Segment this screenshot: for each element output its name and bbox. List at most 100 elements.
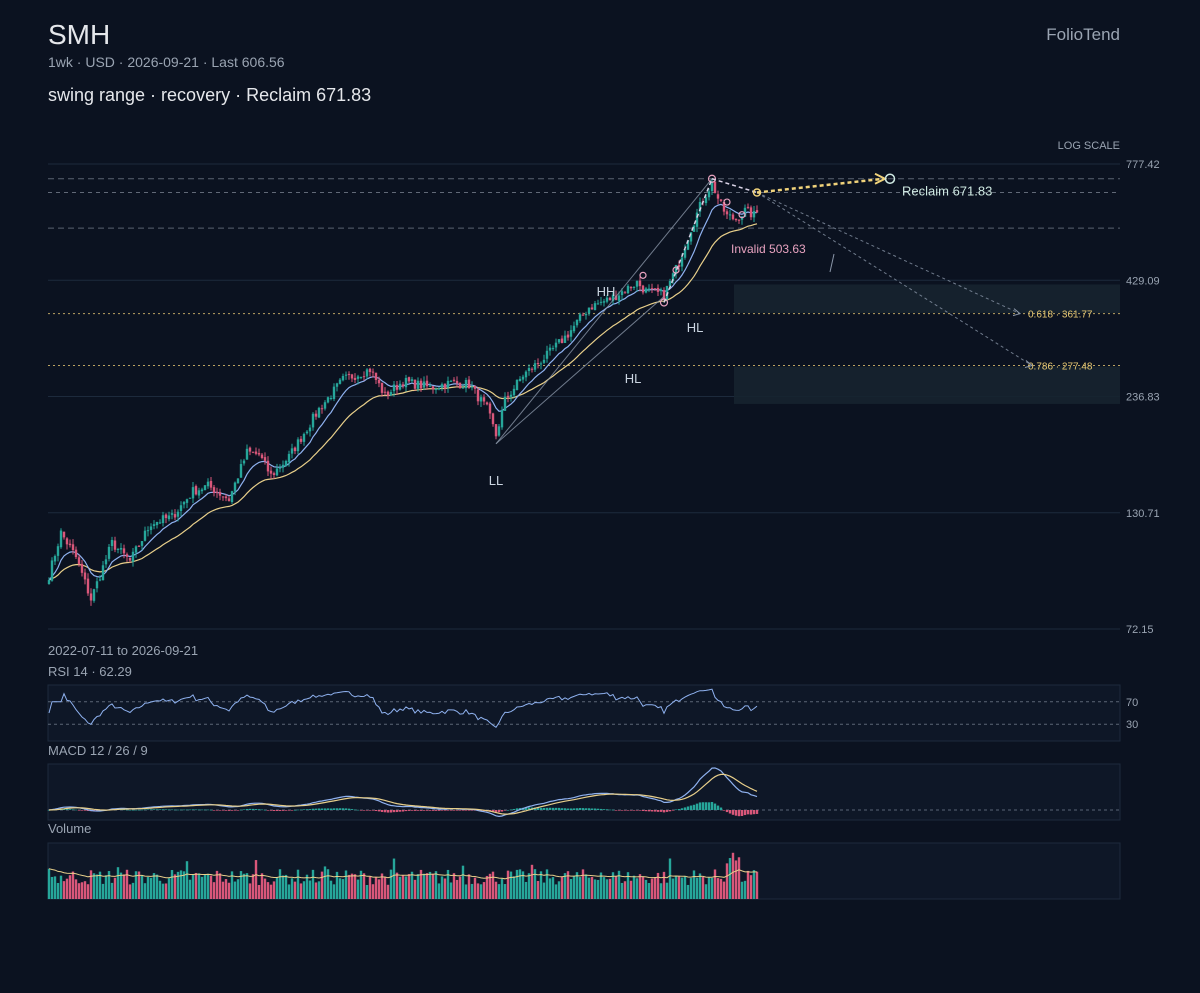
price-grid [48, 163, 1120, 630]
volume-bar [179, 870, 183, 899]
volume-bar [299, 883, 303, 899]
candle-body [329, 397, 333, 399]
volume-bar [293, 881, 297, 899]
volume-bar [368, 876, 372, 899]
volume-bar [353, 874, 357, 899]
candle-body [176, 511, 180, 517]
macd-hist-bar [323, 808, 327, 810]
volume-bar [155, 874, 159, 899]
volume-bar [656, 872, 660, 899]
macd-hist-bar [338, 808, 342, 810]
candle-body [56, 546, 60, 556]
macd-hist-bar [659, 810, 663, 812]
macd-hist-bar [524, 807, 528, 810]
volume-bar [422, 873, 426, 899]
volume-bar [674, 875, 678, 899]
macd-hist-bar [725, 810, 729, 813]
macd-hist-bar [146, 809, 150, 811]
macd-hist-bar [449, 810, 453, 811]
candle-body [119, 547, 123, 550]
volume-bar [272, 881, 276, 899]
macd-hist-bar [248, 808, 252, 810]
candle-body [236, 478, 240, 484]
macd-hist-bar [611, 809, 615, 811]
candle-body [698, 201, 702, 212]
candle-body [263, 457, 267, 461]
candle-body [215, 491, 219, 493]
macd-hist-bar [536, 807, 540, 810]
macd-hist-bar [386, 810, 390, 813]
candle-body [314, 413, 318, 417]
volume-bar [647, 883, 651, 899]
candle-body [224, 496, 228, 499]
candle-body [149, 526, 153, 531]
volume-bar [260, 873, 264, 899]
volume-bar [185, 861, 189, 899]
macd-hist-bar [176, 809, 180, 811]
candle-body [572, 325, 576, 332]
volume-bar [530, 864, 534, 899]
volume-bar [572, 876, 576, 899]
volume-bar [419, 869, 423, 899]
candle-body [584, 314, 588, 316]
volume-bar [581, 869, 585, 899]
candle-body [728, 214, 732, 216]
ticker-title: SMH [48, 19, 110, 50]
macd-hist-bar [512, 808, 516, 810]
volume-bar [296, 869, 300, 899]
volume-bar [692, 870, 696, 899]
candle-body [110, 539, 114, 547]
candle-body [731, 214, 735, 220]
volume-bar [752, 870, 756, 899]
candle-body [341, 375, 345, 381]
candle-body [755, 210, 759, 213]
candle-body [290, 448, 294, 454]
projection-line [756, 192, 1021, 315]
volume-bar [302, 881, 306, 899]
candle-body [524, 371, 528, 378]
candle-body [569, 330, 573, 337]
macd-hist-bar [407, 810, 411, 811]
volume-bar [470, 883, 474, 899]
macd-hist-bar [539, 807, 543, 810]
volume-bar [686, 884, 690, 899]
macd-hist-bar [389, 810, 393, 813]
macd-hist-bar [341, 808, 345, 810]
candle-body [725, 211, 729, 215]
volume-bar [212, 882, 216, 899]
volume-bar [503, 884, 507, 899]
volume-bar [587, 877, 591, 899]
candle-body [146, 530, 150, 532]
candles [47, 177, 759, 606]
macd-hist-bar [680, 808, 684, 810]
candle-body [464, 380, 468, 389]
annotations: LL HH HL HL [489, 172, 1034, 488]
macd-hist-bar [86, 810, 90, 811]
candle-body [617, 295, 621, 301]
volume-bar [398, 876, 402, 899]
candle-body [494, 424, 498, 437]
macd-hist-bar [431, 810, 435, 811]
candle-body [194, 486, 198, 495]
volume-bar [227, 882, 231, 899]
volume-bar [608, 878, 612, 899]
macd-hist-bar [185, 809, 189, 811]
candle-body [299, 438, 303, 442]
volume-bar [512, 876, 516, 899]
swing-label: HL [687, 320, 704, 335]
volume-bar [215, 870, 219, 899]
volume-bar [146, 876, 150, 899]
volume-bar [452, 873, 456, 899]
fib-zone-618 [734, 284, 1120, 313]
candle-body [455, 380, 459, 384]
candle-body [140, 541, 144, 546]
volume-bar [392, 858, 396, 899]
volume-bar [326, 869, 330, 899]
volume-bar [491, 871, 495, 899]
volume-bar [251, 874, 255, 899]
macd-hist-bar [710, 802, 714, 810]
macd-hist-bar [425, 810, 429, 811]
volume-bar [71, 871, 75, 899]
macd-hist-bar [269, 810, 273, 811]
macd-hist-bar [305, 809, 309, 810]
